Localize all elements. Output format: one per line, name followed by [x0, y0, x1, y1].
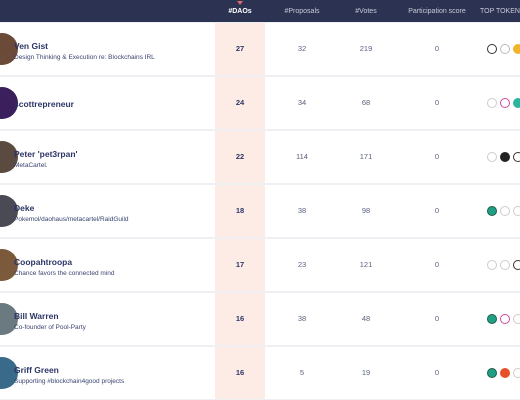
header-proposals[interactable]: #Proposals [284, 8, 320, 15]
member-name[interactable]: Deke [14, 203, 35, 213]
table-row[interactable]: Coopahtroopa Chance favors the connected … [0, 239, 520, 291]
token-icon [513, 314, 520, 324]
vote-count: 68 [361, 98, 371, 107]
member-name[interactable]: Griff Green [14, 365, 59, 375]
token-icon [487, 206, 497, 216]
member-description: Pokemol/daohaus/metacartel/RaidGuild [14, 216, 129, 223]
highlight-column [215, 239, 265, 291]
proposal-count: 5 [299, 368, 305, 377]
avatar [0, 303, 18, 335]
proposal-count: 23 [297, 260, 307, 269]
table-row[interactable]: Ven Gist Design Thinking & Execution re: … [0, 23, 520, 75]
participation-score: 0 [434, 368, 440, 377]
highlight-column [215, 185, 265, 237]
vote-count: 19 [361, 368, 371, 377]
token-icon [487, 98, 497, 108]
proposal-count: 34 [297, 98, 307, 107]
table-row[interactable]: Peter 'pet3rpan' MetaCartel. 22 114 171 0 [0, 131, 520, 183]
table-row[interactable]: Griff Green Supporting #blockchain4good p… [0, 347, 520, 399]
vote-count: 171 [359, 152, 373, 161]
table-header: #DAOs #Proposals #Votes Participation sc… [0, 0, 520, 22]
member-description: Chance favors the connected mind [14, 270, 115, 277]
dao-count: 22 [235, 152, 245, 161]
token-icon [487, 368, 497, 378]
dao-count: 16 [235, 314, 245, 323]
highlight-column [215, 77, 265, 129]
member-description: MetaCartel. [14, 162, 48, 169]
token-icon [513, 44, 520, 54]
participation-score: 0 [434, 260, 440, 269]
vote-count: 121 [359, 260, 373, 269]
member-description: Supporting #blockchain4good projects [14, 378, 125, 385]
vote-count: 48 [361, 314, 371, 323]
table-row[interactable]: Deke Pokemol/daohaus/metacartel/RaidGuild… [0, 185, 520, 237]
highlight-column [215, 131, 265, 183]
token-icon [500, 368, 510, 378]
token-icon [500, 206, 510, 216]
token-icon [487, 44, 497, 54]
header-votes[interactable]: #Votes [355, 8, 377, 15]
avatar [0, 141, 18, 173]
dao-count: 27 [235, 44, 245, 53]
token-icon [487, 152, 497, 162]
participation-score: 0 [434, 44, 440, 53]
vote-count: 98 [361, 206, 371, 215]
token-icon [500, 314, 510, 324]
participation-score: 0 [434, 206, 440, 215]
dao-count: 24 [235, 98, 245, 107]
highlight-column [215, 23, 265, 75]
member-description: Co-founder of Pool-Party [14, 324, 86, 331]
token-icon [487, 260, 497, 270]
token-icon [500, 98, 510, 108]
token-icon [513, 206, 520, 216]
member-name[interactable]: Peter 'pet3rpan' [14, 149, 78, 159]
header-daos[interactable]: #DAOs [228, 8, 252, 15]
participation-score: 0 [434, 314, 440, 323]
participation-score: 0 [434, 152, 440, 161]
member-name[interactable]: Bill Warren [14, 311, 59, 321]
token-icon [513, 260, 520, 270]
dao-count: 16 [235, 368, 245, 377]
member-name[interactable]: Ven Gist [14, 41, 49, 51]
token-icon [500, 44, 510, 54]
member-name[interactable]: Coopahtroopa [14, 257, 73, 267]
token-icon [513, 368, 520, 378]
highlight-column [215, 293, 265, 345]
table-row[interactable]: scottrepreneur 24 34 68 0 [0, 77, 520, 129]
avatar [0, 33, 18, 65]
member-description: Design Thinking & Execution re: Blockcha… [14, 54, 155, 61]
avatar [0, 249, 18, 281]
member-name[interactable]: scottrepreneur [14, 99, 74, 109]
sort-indicator [237, 1, 243, 5]
dao-count: 18 [235, 206, 245, 215]
token-icon [513, 98, 520, 108]
dao-count: 17 [235, 260, 245, 269]
proposal-count: 38 [297, 314, 307, 323]
header-tokens: TOP TOKENS [480, 8, 520, 15]
proposal-count: 114 [296, 152, 308, 161]
participation-score: 0 [434, 98, 440, 107]
highlight-column [215, 347, 265, 399]
token-icon [513, 152, 520, 162]
avatar [0, 357, 18, 389]
table-row[interactable]: Bill Warren Co-founder of Pool-Party 16 38 4… [0, 293, 520, 345]
avatar [0, 195, 18, 227]
header-participation[interactable]: Participation score [408, 8, 466, 15]
proposal-count: 38 [297, 206, 307, 215]
avatar [0, 87, 18, 119]
token-icon [500, 260, 510, 270]
token-icon [500, 152, 510, 162]
proposal-count: 32 [297, 44, 307, 53]
vote-count: 219 [359, 44, 373, 53]
token-icon [487, 314, 497, 324]
